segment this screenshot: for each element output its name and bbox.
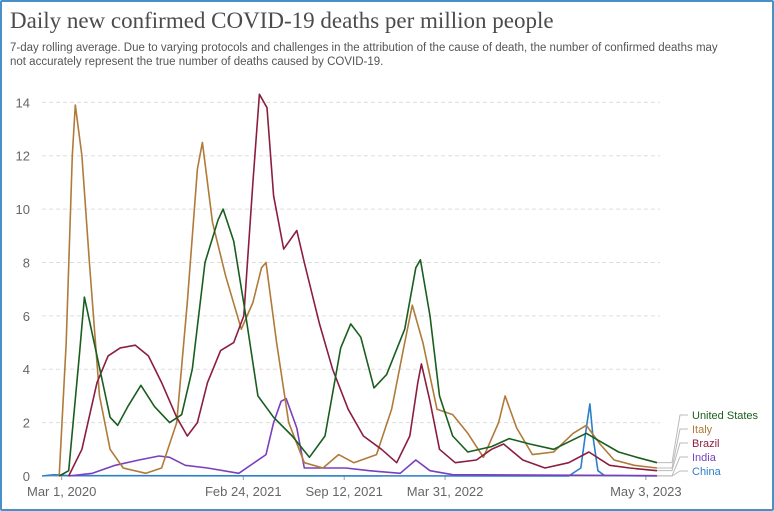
y-tick-label: 12	[16, 149, 30, 164]
y-tick-label: 0	[23, 469, 30, 484]
axis: 0 2 4 6 8 10 12 14 Mar 1, 2020 Feb 24, 2021 Sep 12…	[16, 95, 682, 499]
legend-label: India	[692, 452, 717, 464]
legend-label: China	[692, 466, 722, 478]
x-tick-label: Mar 31, 2022	[407, 484, 484, 499]
legend-connector	[656, 470, 688, 477]
series-line	[67, 93, 658, 477]
x-tick-label: Feb 24, 2021	[205, 484, 282, 499]
series-line	[58, 104, 658, 477]
legend: United States Italy Brazil India China	[656, 410, 759, 478]
chart-title: Daily new confirmed COVID-19 deaths per …	[10, 8, 554, 33]
legend-label: Italy	[692, 424, 713, 436]
y-tick-label: 4	[23, 362, 30, 377]
x-tick-label: May 3, 2023	[610, 484, 682, 499]
legend-connector	[656, 442, 688, 472]
chart-subtitle: 7-day rolling average. Due to varying pr…	[10, 42, 718, 68]
y-tick-label: 2	[23, 416, 30, 431]
x-tick-label: Mar 1, 2020	[27, 484, 96, 499]
legend-connector	[656, 428, 688, 469]
grid-lines	[42, 101, 660, 477]
y-tick-label: 14	[16, 95, 30, 110]
y-tick-label: 6	[23, 309, 30, 324]
x-tick-label: Sep 12, 2021	[306, 484, 383, 499]
series-line	[41, 403, 658, 477]
series-lines	[41, 93, 658, 477]
legend-connector	[656, 414, 688, 464]
legend-label: Brazil	[692, 438, 720, 450]
y-tick-label: 10	[16, 202, 30, 217]
series-line	[68, 397, 658, 477]
y-tick-label: 8	[23, 255, 30, 270]
series-line	[58, 208, 658, 477]
legend-label: United States	[692, 410, 759, 422]
